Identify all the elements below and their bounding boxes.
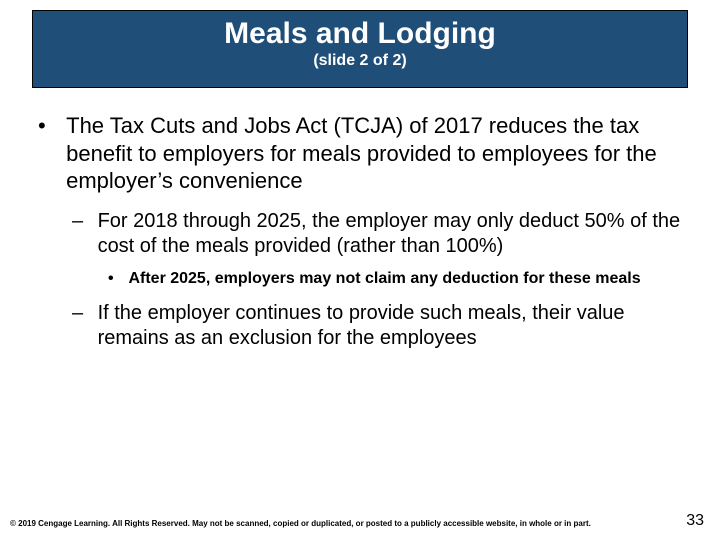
bullet-text: If the employer continues to provide suc…: [98, 301, 688, 351]
slide: Meals and Lodging (slide 2 of 2) • The T…: [0, 0, 720, 540]
slide-title: Meals and Lodging: [33, 17, 687, 50]
bullet-glyph-lvl3: •: [108, 269, 124, 290]
copyright-footer: © 2019 Cengage Learning. All Rights Rese…: [10, 519, 670, 528]
content-area: • The Tax Cuts and Jobs Act (TCJA) of 20…: [38, 112, 688, 361]
slide-subtitle: (slide 2 of 2): [33, 52, 687, 70]
title-box: Meals and Lodging (slide 2 of 2): [32, 10, 688, 88]
bullet-text: The Tax Cuts and Jobs Act (TCJA) of 2017…: [66, 112, 686, 195]
bullet-level1: • The Tax Cuts and Jobs Act (TCJA) of 20…: [38, 112, 688, 195]
bullet-glyph-lvl2: –: [72, 209, 92, 234]
bullet-text: After 2025, employers may not claim any …: [128, 269, 683, 290]
bullet-glyph-lvl1: •: [38, 112, 60, 140]
bullet-level2: – For 2018 through 2025, the employer ma…: [72, 209, 688, 259]
bullet-text: For 2018 through 2025, the employer may …: [98, 209, 688, 259]
bullet-glyph-lvl2: –: [72, 301, 92, 326]
page-number: 33: [686, 512, 704, 530]
bullet-level2: – If the employer continues to provide s…: [72, 301, 688, 351]
bullet-level3: • After 2025, employers may not claim an…: [108, 269, 688, 290]
